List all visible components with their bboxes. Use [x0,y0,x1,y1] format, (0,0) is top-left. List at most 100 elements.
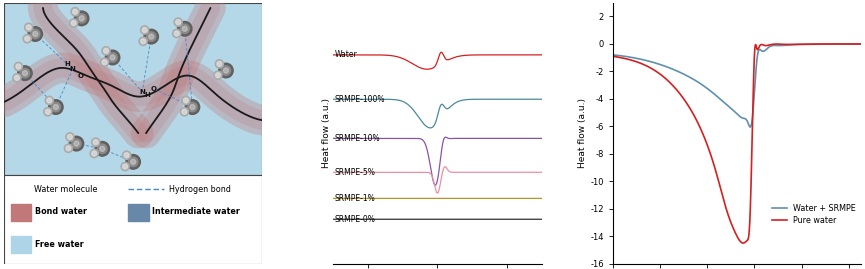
FancyBboxPatch shape [4,3,262,175]
Legend: Water + SRMPE, Pure water: Water + SRMPE, Pure water [769,201,859,228]
Text: SRMPE-10%: SRMPE-10% [335,134,381,143]
Circle shape [47,98,52,103]
Circle shape [74,141,79,146]
Circle shape [73,9,78,14]
Pure water [801,43,811,46]
Circle shape [185,100,200,114]
Circle shape [177,22,192,36]
Circle shape [174,18,183,26]
Circle shape [223,68,228,73]
Bar [128,204,149,221]
Text: N: N [70,66,75,72]
Circle shape [74,11,89,26]
Circle shape [16,187,21,192]
Circle shape [121,162,129,171]
Circle shape [172,29,181,38]
Circle shape [24,23,33,31]
Y-axis label: Heat flow (a.u.): Heat flow (a.u.) [322,98,330,168]
Pure water [608,55,618,58]
Circle shape [48,100,63,114]
Bar [10,236,31,253]
Circle shape [92,138,99,146]
Circle shape [17,66,32,80]
Pure water [805,43,816,46]
Circle shape [14,185,23,194]
Circle shape [44,108,52,116]
Circle shape [92,151,97,156]
Circle shape [182,109,187,114]
Circle shape [180,108,189,116]
Text: O: O [77,73,83,79]
Text: N: N [139,89,145,95]
Circle shape [23,34,31,43]
Circle shape [30,29,40,39]
Text: Bond water: Bond water [35,207,86,217]
Pure water [850,42,861,45]
Circle shape [146,32,156,41]
Circle shape [26,25,31,30]
Circle shape [131,159,136,164]
Text: SRMPE-1%: SRMPE-1% [335,194,375,203]
Line: Water + SRMPE: Water + SRMPE [613,44,861,127]
Line: Pure water: Pure water [613,44,861,243]
Text: Hydrogen bond: Hydrogen bond [170,185,231,194]
Circle shape [67,134,73,139]
Circle shape [125,153,129,158]
Circle shape [144,29,158,44]
Circle shape [180,24,189,34]
Circle shape [174,31,179,36]
Circle shape [71,8,80,16]
FancyBboxPatch shape [4,175,262,264]
Text: H: H [65,61,70,67]
Circle shape [183,26,187,31]
Circle shape [123,151,131,160]
Circle shape [10,180,15,185]
Circle shape [33,31,38,37]
Circle shape [66,146,71,151]
Text: SRMPE-100%: SRMPE-100% [335,95,385,104]
Circle shape [45,109,50,114]
Text: SRMPE-5%: SRMPE-5% [335,168,375,177]
Y-axis label: Heat flow (a.u.): Heat flow (a.u.) [579,98,587,168]
Circle shape [95,141,110,156]
Circle shape [214,71,222,79]
Text: H: H [144,92,151,98]
Circle shape [176,20,181,25]
Circle shape [140,26,149,34]
Water + SRMPE [708,91,718,95]
Circle shape [64,144,73,153]
Text: Water molecule: Water molecule [34,185,98,194]
Water + SRMPE [717,99,727,102]
Circle shape [106,50,119,65]
Circle shape [149,34,154,39]
Circle shape [215,60,223,68]
Circle shape [102,60,107,65]
Circle shape [99,146,105,151]
Circle shape [51,102,61,112]
Circle shape [22,70,28,76]
Circle shape [8,192,13,196]
Circle shape [100,58,109,66]
Circle shape [72,139,81,148]
Circle shape [69,19,78,27]
Circle shape [217,61,221,66]
Pure water [717,192,727,196]
Circle shape [14,62,22,71]
Circle shape [11,182,26,197]
Water + SRMPE [855,43,865,46]
Water + SRMPE [745,125,755,129]
Circle shape [54,104,59,110]
Circle shape [215,73,221,78]
Circle shape [15,75,19,80]
Water + SRMPE [849,43,860,46]
Circle shape [90,149,99,158]
Circle shape [98,144,107,154]
Text: Intermediate water: Intermediate water [151,207,240,217]
Water + SRMPE [778,44,789,47]
Circle shape [183,98,189,103]
Circle shape [110,55,115,60]
Circle shape [93,140,98,145]
Circle shape [77,14,86,23]
Circle shape [79,16,84,21]
Circle shape [141,39,145,44]
